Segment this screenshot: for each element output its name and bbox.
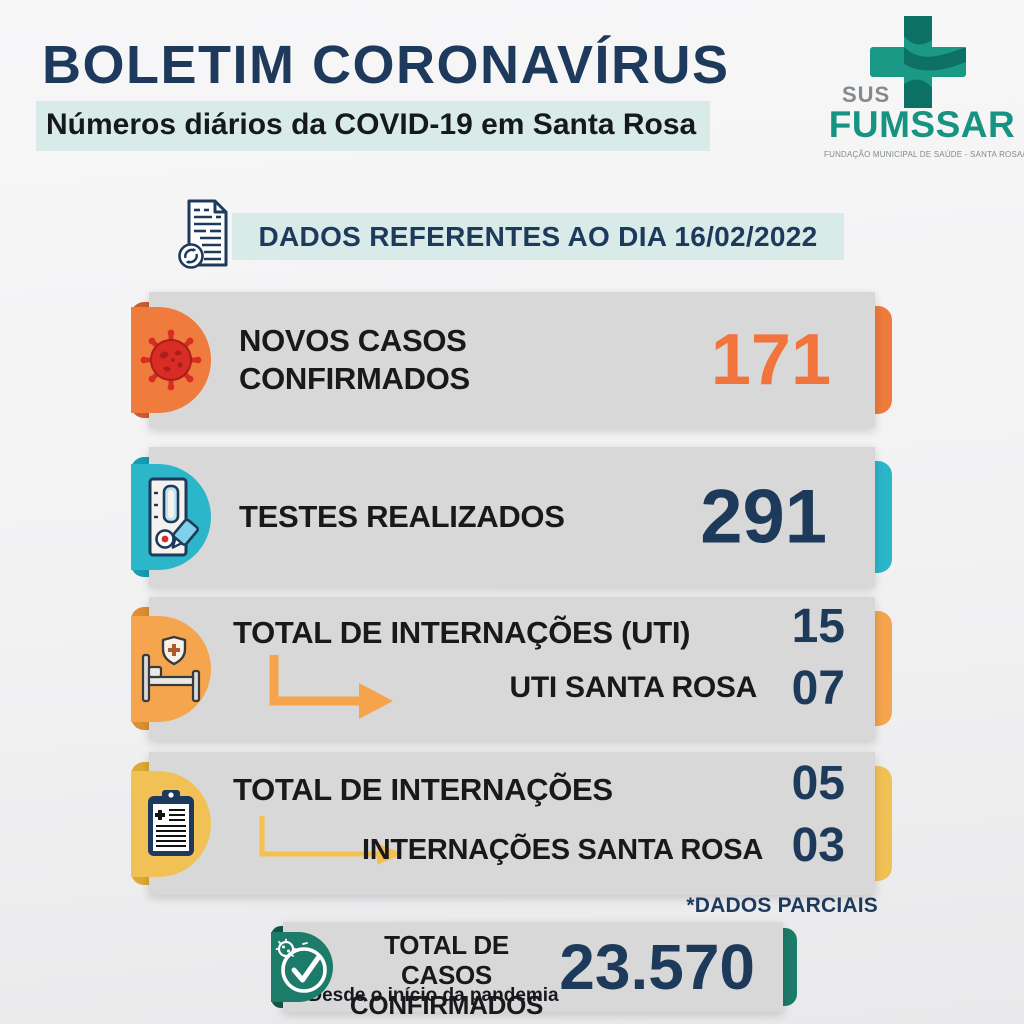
card-label: TESTES REALIZADOS: [239, 499, 565, 535]
card-novos-casos: NOVOS CASOS CONFIRMADOS 171: [131, 292, 892, 428]
card-label: TOTAL DE INTERNAÇÕES: [233, 772, 613, 807]
card-right-tab: [858, 306, 892, 414]
card-sub-value: 03: [791, 819, 845, 872]
card-internacoes-uti: TOTAL DE INTERNAÇÕES (UTI) 15 UTI SANTA …: [131, 597, 892, 740]
card-icon-bulge: [131, 770, 211, 877]
sus-cross-icon: [870, 16, 966, 108]
total-value: 23.570: [559, 931, 755, 1003]
card-value: 15: [791, 600, 845, 653]
card-icon-bulge: [271, 932, 333, 1002]
card-icon-bulge: [131, 615, 211, 722]
page-title: BOLETIM CORONAVÍRUS: [42, 35, 730, 95]
logo-caption: FUNDAÇÃO MUNICIPAL DE SAÚDE - SANTA ROSA…: [824, 150, 1024, 159]
card-value: 291: [700, 474, 827, 560]
card-total-casos: TOTAL DE CASOS CONFIRMADOS *Desde o iníc…: [271, 922, 797, 1020]
card-label: TOTAL DE INTERNAÇÕES (UTI): [233, 615, 691, 650]
card-right-tab: [858, 461, 892, 573]
card-icon-bulge: [131, 307, 211, 413]
card-value: 171: [710, 320, 831, 400]
card-internacoes: TOTAL DE INTERNAÇÕES 05 INTERNAÇÕES SANT…: [131, 752, 892, 895]
card-right-tab: [769, 928, 797, 1006]
partial-data-note: *DADOS PARCIAIS: [686, 894, 878, 917]
document-refresh-icon: [178, 199, 228, 269]
card-value: 05: [791, 757, 845, 810]
card-icon-bulge: [131, 464, 211, 570]
fumssar-logo: SUS FUMSSAR FUNDAÇÃO MUNICIPAL DE SAÚDE …: [824, 12, 1024, 164]
card-testes: TESTES REALIZADOS 291: [131, 447, 892, 587]
branch-arrow-icon: [259, 816, 403, 865]
sus-label: SUS: [842, 82, 891, 107]
card-label: NOVOS CASOS CONFIRMADOS: [239, 323, 470, 396]
total-label: TOTAL DE CASOS CONFIRMADOS: [349, 930, 544, 1020]
page-subtitle: Números diários da COVID-19 em Santa Ros…: [36, 101, 711, 151]
hospital-bed-shield-icon: [141, 635, 201, 702]
virus-icon: [140, 329, 202, 391]
check-virus-icon: [275, 938, 327, 993]
card-sub-value: 07: [791, 662, 845, 715]
card-sub-label: INTERNAÇÕES SANTA ROSA: [361, 834, 763, 866]
card-right-tab: [858, 766, 892, 881]
clipboard-icon: [148, 789, 194, 856]
total-footnote: *Desde o início da pandemia: [301, 985, 559, 1006]
card-sub-label: UTI SANTA ROSA: [509, 671, 758, 704]
test-kit-icon: [148, 477, 199, 557]
card-right-tab: [858, 611, 892, 726]
date-banner: DADOS REFERENTES AO DIA 16/02/2022: [232, 213, 844, 260]
branch-arrow-icon: [269, 655, 393, 719]
fumssar-wordmark: FUMSSAR: [828, 104, 1016, 145]
